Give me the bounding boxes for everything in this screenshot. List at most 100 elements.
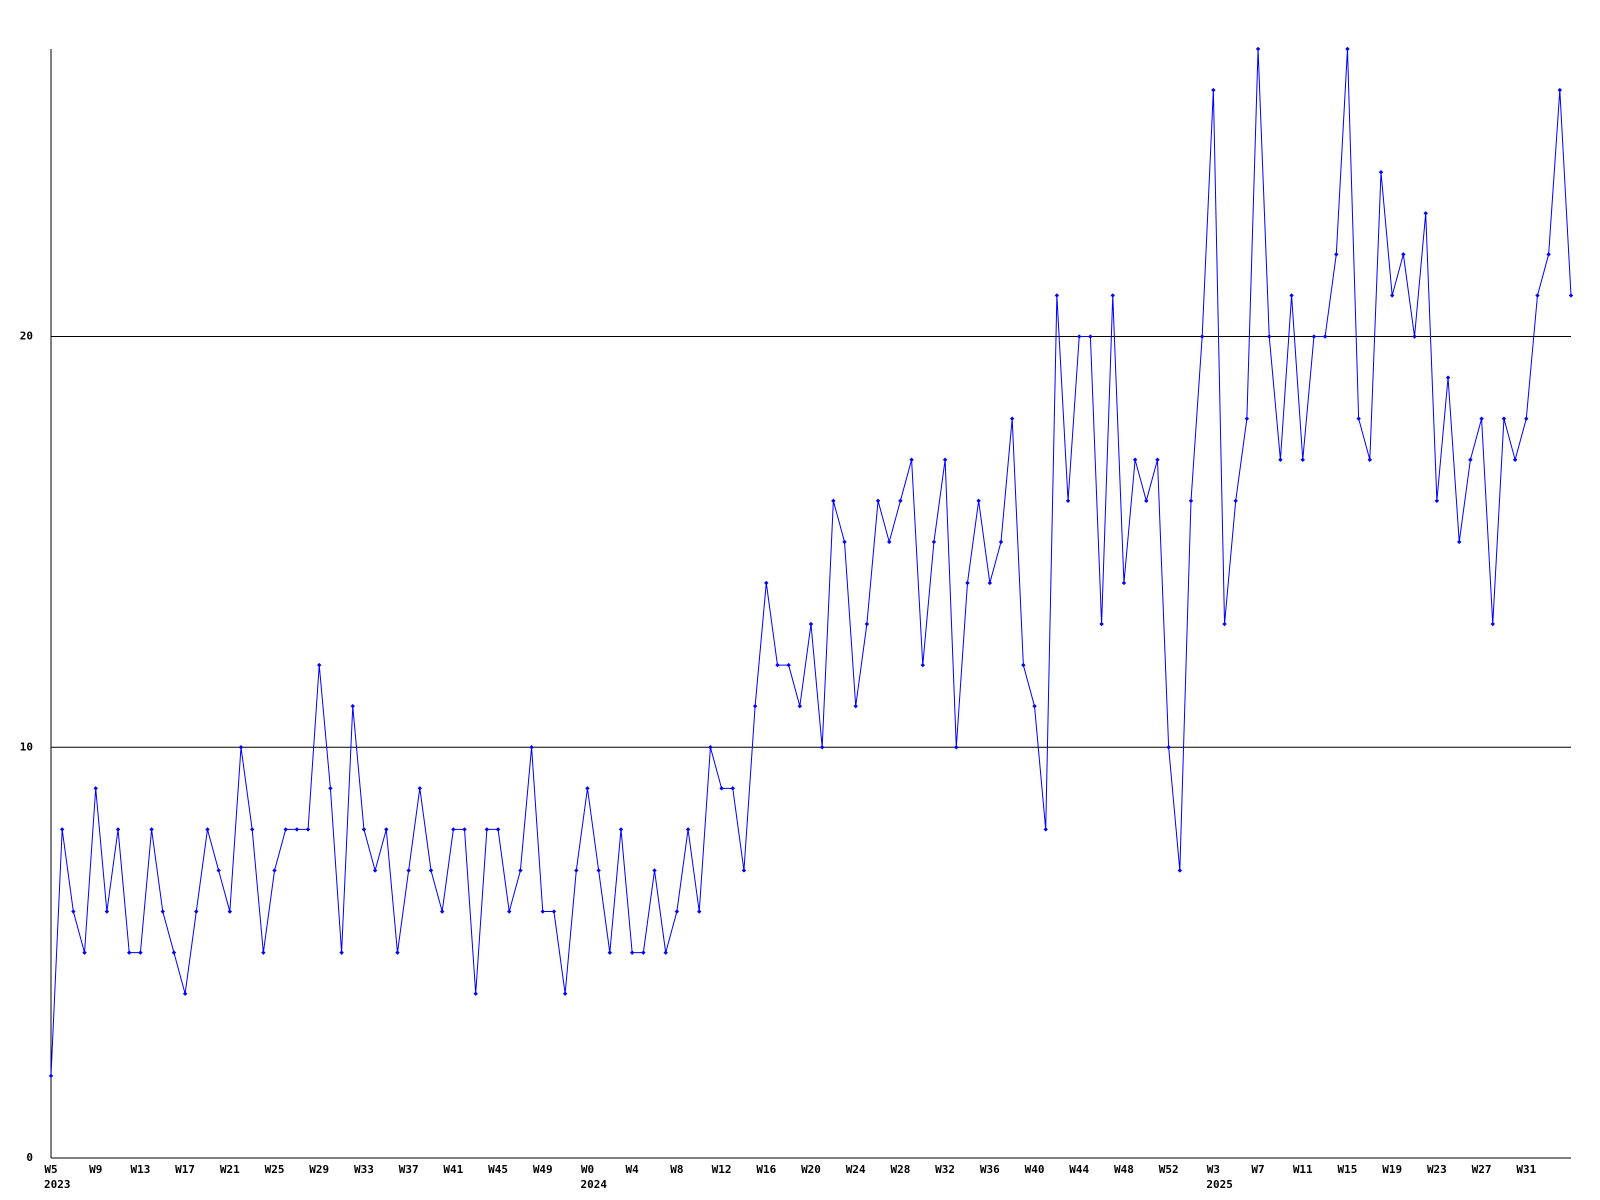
data-point xyxy=(1054,293,1060,298)
data-point xyxy=(238,745,244,750)
data-point xyxy=(730,786,735,791)
data-point xyxy=(384,827,389,832)
data-point xyxy=(1177,868,1183,873)
data-point xyxy=(1557,87,1563,93)
data-point xyxy=(954,745,959,750)
data-point xyxy=(808,621,814,627)
data-point xyxy=(887,539,892,545)
x-tick-label: W3 xyxy=(1207,1163,1220,1176)
data-point xyxy=(1233,498,1238,504)
y-tick-label: 10 xyxy=(20,740,33,753)
x-tick-label: W23 xyxy=(1427,1163,1447,1176)
data-point xyxy=(1423,211,1428,216)
data-point xyxy=(551,909,557,914)
data-point xyxy=(674,909,680,914)
data-point xyxy=(1267,334,1272,339)
data-point xyxy=(1445,375,1451,380)
data-point xyxy=(48,1073,54,1079)
x-tick-label: W11 xyxy=(1293,1163,1313,1176)
x-year-label: 2025 xyxy=(1206,1178,1233,1191)
data-point xyxy=(1546,252,1551,257)
data-point xyxy=(205,827,210,832)
data-point xyxy=(350,703,355,709)
data-point xyxy=(328,786,333,791)
data-point xyxy=(417,786,423,791)
x-tick-label: W27 xyxy=(1472,1163,1492,1176)
data-point xyxy=(283,827,288,832)
data-point xyxy=(1188,498,1194,504)
data-point xyxy=(1043,827,1048,832)
data-point xyxy=(842,539,847,545)
data-point xyxy=(1501,416,1507,421)
data-point xyxy=(1009,416,1015,421)
x-tick-label: W16 xyxy=(756,1163,776,1176)
data-point xyxy=(741,868,747,873)
data-point xyxy=(596,868,601,873)
data-point xyxy=(641,950,646,955)
data-point xyxy=(59,827,65,832)
x-tick-label: W21 xyxy=(220,1163,240,1176)
data-point xyxy=(1568,293,1574,298)
data-point xyxy=(786,662,791,668)
data-point xyxy=(819,745,825,750)
data-point xyxy=(1278,457,1283,462)
data-point xyxy=(294,827,300,832)
data-point xyxy=(428,868,434,873)
x-tick-label: W48 xyxy=(1114,1163,1134,1176)
data-point xyxy=(898,498,903,504)
data-point xyxy=(1300,457,1305,462)
data-point xyxy=(160,909,165,914)
data-point xyxy=(1401,252,1406,257)
x-tick-label: W33 xyxy=(354,1163,374,1176)
data-point xyxy=(1345,46,1350,52)
data-point xyxy=(1199,334,1205,339)
data-point xyxy=(1356,416,1361,421)
data-point xyxy=(1468,457,1473,462)
data-point xyxy=(149,827,154,832)
data-point xyxy=(495,827,501,832)
data-point xyxy=(451,827,456,832)
data-point xyxy=(518,868,523,873)
x-tick-label: W31 xyxy=(1516,1163,1536,1176)
data-point xyxy=(529,745,534,750)
x-tick-label: W29 xyxy=(309,1163,329,1176)
data-point xyxy=(752,703,758,709)
data-point xyxy=(115,827,121,832)
data-point xyxy=(462,827,467,832)
data-point xyxy=(71,909,76,914)
data-point xyxy=(931,539,937,545)
data-point xyxy=(987,580,993,586)
x-tick-label: W28 xyxy=(890,1163,910,1176)
x-tick-label: W49 xyxy=(533,1163,553,1176)
data-point xyxy=(942,457,948,462)
x-tick-label: W19 xyxy=(1382,1163,1402,1176)
data-point xyxy=(1289,293,1294,298)
data-point xyxy=(1099,621,1104,627)
data-point xyxy=(1457,539,1462,545)
x-tick-label: W9 xyxy=(89,1163,102,1176)
x-tick-label: W44 xyxy=(1069,1163,1089,1176)
data-point xyxy=(484,827,490,832)
y-tick-label: 20 xyxy=(20,330,33,343)
data-point xyxy=(607,950,613,955)
x-tick-label: W41 xyxy=(443,1163,463,1176)
data-point xyxy=(629,950,635,955)
data-point xyxy=(719,786,724,791)
data-point xyxy=(361,827,367,832)
data-point xyxy=(249,827,255,832)
data-point xyxy=(618,827,624,832)
series-line xyxy=(50,48,1572,1076)
x-tick-label: W52 xyxy=(1159,1163,1179,1176)
x-tick-label: W24 xyxy=(846,1163,866,1176)
x-tick-label: W40 xyxy=(1025,1163,1045,1176)
x-tick-label: W12 xyxy=(712,1163,732,1176)
y-tick-label: 0 xyxy=(26,1151,33,1164)
data-point xyxy=(1021,662,1026,668)
x-tick-label: W25 xyxy=(265,1163,285,1176)
x-tick-label: W7 xyxy=(1251,1163,1264,1176)
x-tick-label: W17 xyxy=(175,1163,195,1176)
data-point xyxy=(1144,498,1149,504)
x-tick-label: W32 xyxy=(935,1163,955,1176)
data-point xyxy=(1155,457,1160,462)
data-point xyxy=(909,457,914,462)
